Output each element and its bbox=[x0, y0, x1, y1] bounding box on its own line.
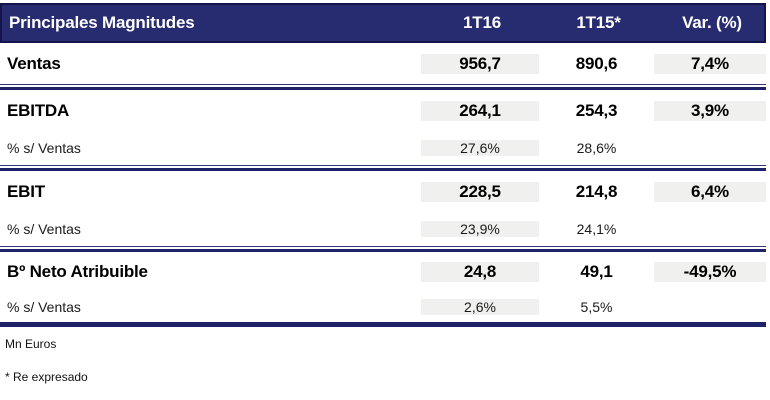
table-row-ebit-margin: % s/ Ventas 23,9% 24,1% bbox=[0, 211, 766, 246]
section-divider bbox=[0, 165, 766, 171]
value-1t16: 228,5 bbox=[421, 181, 539, 202]
row-label: Bº Neto Atribuible bbox=[7, 262, 148, 281]
value-var: -49,5% bbox=[654, 262, 766, 282]
value-1t15: 24,1% bbox=[576, 220, 617, 237]
section-divider bbox=[0, 246, 766, 252]
row-label: Ventas bbox=[7, 53, 61, 73]
value-1t16: 264,1 bbox=[421, 100, 539, 121]
section-divider bbox=[0, 84, 766, 90]
table-row-ebitda: EBITDA 264,1 254,3 3,9% bbox=[0, 91, 766, 130]
row-label: % s/ Ventas bbox=[7, 139, 81, 156]
value-1t15: 28,6% bbox=[576, 139, 617, 156]
value-1t15: 49,1 bbox=[580, 262, 613, 281]
principales-magnitudes-table: Principales Magnitudes 1T16 1T15* Var. (… bbox=[0, 3, 766, 384]
value-var: 3,9% bbox=[654, 100, 766, 121]
value-1t15: 254,3 bbox=[575, 100, 618, 120]
value-1t16: 23,9% bbox=[421, 220, 539, 237]
header-col-var: Var. (%) bbox=[682, 13, 742, 32]
footnote-restated: * Re expresado bbox=[5, 370, 88, 384]
header-col-1t15: 1T15* bbox=[576, 13, 621, 32]
table-row-ebitda-margin: % s/ Ventas 27,6% 28,6% bbox=[0, 130, 766, 165]
row-label: % s/ Ventas bbox=[7, 220, 81, 237]
row-label: EBITDA bbox=[7, 100, 70, 120]
table-bottom-rule bbox=[0, 322, 766, 327]
value-var: 6,4% bbox=[654, 181, 766, 202]
value-1t16: 2,6% bbox=[421, 298, 539, 315]
value-var: 7,4% bbox=[654, 53, 766, 74]
value-1t16: 24,8 bbox=[421, 262, 539, 282]
value-1t16: 27,6% bbox=[421, 139, 539, 156]
row-label: EBIT bbox=[7, 181, 45, 201]
value-1t15: 890,6 bbox=[575, 53, 618, 73]
value-1t15: 214,8 bbox=[575, 181, 618, 201]
value-1t15: 5,5% bbox=[580, 298, 613, 315]
header-col-1t16: 1T16 bbox=[463, 13, 501, 32]
row-label: % s/ Ventas bbox=[7, 298, 81, 315]
table-row-ebit: EBIT 228,5 214,8 6,4% bbox=[0, 172, 766, 211]
table-row-bneto: Bº Neto Atribuible 24,8 49,1 -49,5% bbox=[0, 253, 766, 291]
value-1t16: 956,7 bbox=[421, 53, 539, 74]
table-row-bneto-margin: % s/ Ventas 2,6% 5,5% bbox=[0, 291, 766, 322]
header-title: Principales Magnitudes bbox=[9, 13, 195, 32]
table-row-ventas: Ventas 956,7 890,6 7,4% bbox=[0, 43, 766, 84]
table-header-row: Principales Magnitudes 1T16 1T15* Var. (… bbox=[0, 3, 766, 43]
footnote-units: Mn Euros bbox=[5, 337, 57, 351]
